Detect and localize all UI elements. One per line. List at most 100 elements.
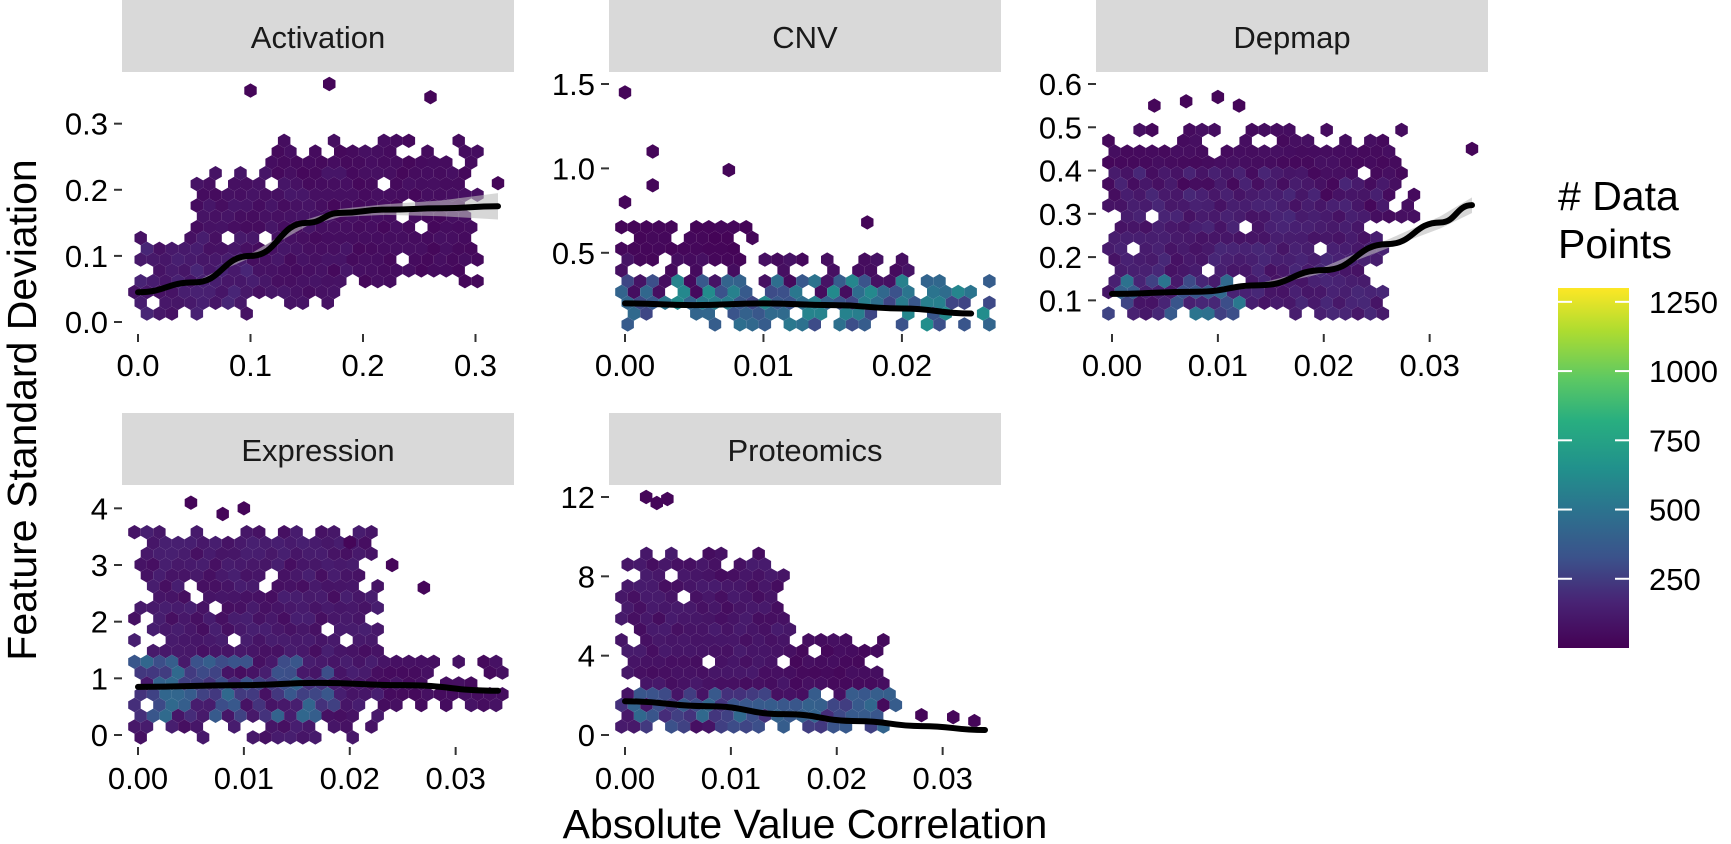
hexbin-outlier: [861, 215, 874, 230]
hexbin: [633, 557, 647, 572]
hexbin: [1283, 230, 1296, 246]
hexbin: [1145, 295, 1159, 310]
hexbin: [615, 611, 628, 626]
y-axis-title: Feature Standard Deviation: [0, 159, 45, 660]
hexbin: [1183, 295, 1196, 310]
hexbin: [1326, 176, 1340, 192]
hexbin: [1220, 166, 1234, 181]
hexbin: [827, 263, 840, 278]
hexbin: [352, 176, 366, 192]
hexbin: [215, 611, 228, 626]
hexbin: [259, 600, 272, 615]
hexbin: [864, 263, 878, 278]
hexbin: [171, 687, 185, 702]
hexbin: [821, 643, 834, 659]
hexbin: [209, 665, 222, 680]
hexbin: [302, 633, 316, 648]
hexbin: [1195, 209, 1209, 224]
hexbin: [833, 665, 846, 680]
hexbin: [1145, 122, 1159, 138]
hexbin: [277, 263, 291, 278]
hexbin: [1345, 144, 1358, 159]
hexbin: [845, 317, 859, 332]
hexbin: [165, 697, 179, 713]
hexbin: [1177, 155, 1190, 170]
hexbin: [446, 187, 459, 202]
hexbin: [658, 622, 672, 637]
hexbin: [845, 687, 859, 702]
hexbin: [196, 187, 210, 202]
hexbin: [296, 622, 310, 637]
hexbin: [265, 589, 278, 605]
hexbin: [646, 708, 659, 723]
hexbin: [415, 176, 428, 192]
hexbin: [196, 535, 210, 551]
hexbin-layer: [1102, 89, 1479, 321]
hexbin: [646, 252, 659, 267]
hexbin: [433, 166, 447, 181]
hexbin-outlier: [184, 495, 198, 510]
hexbin: [665, 611, 678, 626]
hexbin: [334, 557, 347, 572]
hexbin: [365, 220, 378, 235]
hexbin: [690, 654, 703, 669]
hexbin: [184, 687, 197, 702]
hexbin: [665, 633, 678, 648]
hexbin: [627, 611, 641, 626]
panel-depmap: Depmap 0.1 0.2 0.3 0.4 0.5 0.6 0.00 0.01 0.02 0.03: [1039, 0, 1488, 383]
hexbin: [315, 263, 328, 278]
hexbin: [277, 633, 291, 648]
hexbin: [302, 654, 316, 669]
hexbin: [1145, 252, 1159, 267]
hexbin: [615, 284, 628, 300]
hexbin: [458, 252, 472, 267]
hexbin: [1108, 166, 1121, 181]
hexbin: [1202, 198, 1215, 213]
hexbin: [265, 697, 278, 713]
hexbin: [1145, 230, 1159, 246]
hexbin: [827, 719, 840, 734]
hexbin: [371, 252, 384, 267]
hexbin: [196, 252, 210, 267]
hexbin: [1214, 155, 1227, 170]
hexbin: [421, 252, 434, 267]
hexbin: [259, 274, 272, 289]
hexbin: [240, 241, 253, 256]
hexbin: [358, 144, 372, 159]
hexbin: [271, 187, 285, 202]
y-tick-label: 0.6: [1039, 67, 1082, 102]
hexbin: [340, 241, 353, 256]
hexbin: [415, 697, 428, 713]
hexbin: [640, 284, 653, 300]
hexbin: [277, 198, 291, 213]
hexbin: [646, 622, 659, 637]
hexbin: [902, 263, 915, 278]
hexbin: [864, 697, 878, 713]
hexbin: [346, 166, 359, 181]
hexbin: [1239, 198, 1252, 213]
hexbin: [284, 730, 297, 745]
hexbin: [808, 665, 821, 680]
facet-strip: [609, 413, 1001, 485]
hexbin: [134, 252, 147, 267]
hexbin: [858, 687, 871, 702]
hexbin: [209, 557, 222, 572]
hexbin: [146, 579, 160, 594]
hexbin: [246, 557, 260, 572]
hexbin: [739, 719, 753, 734]
hexbin: [621, 687, 634, 702]
hexbin: [390, 220, 403, 235]
hexbin: [1332, 187, 1346, 202]
hexbin: [783, 687, 797, 702]
hexbin: [234, 687, 247, 702]
hexbin: [1339, 176, 1352, 192]
hexbin: [178, 633, 191, 648]
hexbin: [652, 633, 666, 648]
hexbin: [309, 557, 322, 572]
panel-expression: Expression 0 1 2 3 4 0.00 0.01 0.02 0.03: [91, 413, 514, 796]
hexbin: [1270, 187, 1284, 202]
hexbin: [796, 252, 809, 267]
hexbin: [184, 622, 197, 637]
y-tick-label: 4: [91, 491, 108, 526]
hexbin: [721, 643, 734, 659]
